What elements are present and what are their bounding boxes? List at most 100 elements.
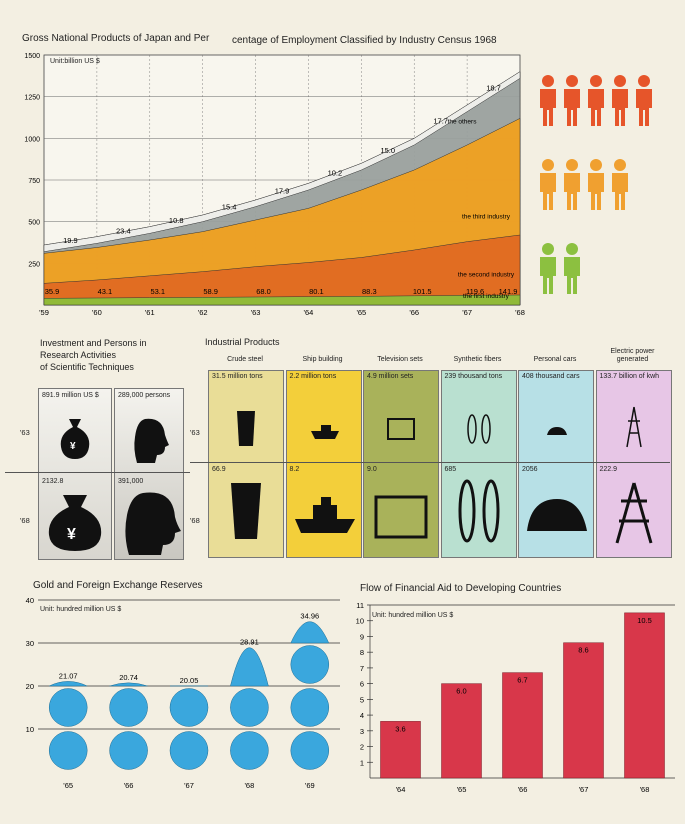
research-title-line: Investment and Persons in	[40, 338, 147, 348]
tv-small	[387, 418, 415, 440]
gold-y-tick-label: 10	[26, 725, 34, 734]
aid-y-tick-label: 5	[360, 695, 364, 704]
gold-coin	[169, 731, 209, 770]
persons-63-value: 289,000 persons	[118, 392, 171, 399]
research-title-line: of Scientific Techniques	[40, 362, 134, 372]
person-head	[590, 159, 602, 171]
gold-value-label: 20.74	[119, 673, 138, 682]
gnp-bottom-value-label: 119.6	[466, 287, 484, 296]
research-year-68: '68	[20, 516, 30, 525]
gold-value-label: 34.96	[300, 612, 319, 621]
gnp-area-the-second-industry	[43, 234, 521, 306]
research-title: Investment and Persons in Research Activ…	[40, 337, 147, 373]
person-body	[564, 257, 580, 294]
person-icon	[564, 159, 580, 210]
industrial-value-68: 66.9	[212, 466, 226, 473]
gold-title: Gold and Foreign Exchange Reserves	[33, 580, 203, 591]
industrial-divider	[190, 462, 670, 463]
aid-y-tick-label: 7	[360, 664, 364, 673]
gold-coin	[169, 688, 209, 727]
gold-coin-partial	[109, 682, 148, 687]
gnp-bottom-value-label: 101.5	[413, 287, 432, 296]
spool-large	[458, 479, 475, 543]
person-body	[540, 173, 556, 210]
gnp-others-percent-label: 10.8	[169, 216, 184, 225]
industrial-title: Industrial Products	[205, 337, 280, 347]
gnp-x-tick-label: '66	[409, 308, 419, 317]
industrial-year-63: '63	[190, 428, 200, 437]
gnp-x-tick-label: '60	[92, 308, 102, 317]
gnp-others-percent-label: 10.2	[328, 168, 343, 177]
aid-x-tick-label: '65	[457, 785, 467, 794]
person-head	[638, 75, 650, 87]
gnp-legend-others: the others	[448, 118, 478, 125]
gold-y-tick-label: 30	[26, 639, 34, 648]
svg-text:¥: ¥	[67, 526, 76, 543]
gnp-legend-second: the second industry	[458, 272, 515, 279]
car-small	[547, 427, 567, 435]
aid-bar	[441, 683, 482, 779]
gnp-x-tick-label: '65	[356, 308, 366, 317]
gnp-others-percent-label: 17.9	[275, 187, 290, 196]
person-icon	[612, 159, 628, 210]
gnp-title-left: Gross National Products of Japan and Per	[22, 33, 210, 44]
person-head	[614, 159, 626, 171]
gnp-x-tick-label: '63	[251, 308, 261, 317]
car-large	[527, 499, 587, 531]
power-tower-icon	[615, 406, 652, 544]
gold-coin	[109, 731, 148, 770]
person-body	[564, 173, 580, 210]
gnp-area-chart: 1500 1250 1000 750 500 250 '59 '60 '61 '62 '63 '64 '…	[24, 53, 525, 317]
gnp-others-percent-label: 17.7	[433, 117, 448, 126]
gold-value-label: 20.05	[180, 676, 199, 685]
aid-y-tick-label: 3	[360, 727, 364, 736]
industrial-year-68: '68	[190, 516, 200, 525]
money-bag-icon: ¥¥	[48, 419, 102, 551]
svg-text:¥: ¥	[70, 441, 76, 452]
industrial-item-name: Electric power generated	[610, 348, 655, 363]
person-icon	[564, 243, 580, 294]
person-head	[542, 159, 554, 171]
gold-coin	[290, 688, 330, 727]
person-body	[612, 173, 628, 210]
industrial-value-68: 9.0	[367, 466, 377, 473]
gold-coin	[290, 731, 330, 770]
gnp-legend-third: the third industry	[462, 213, 511, 220]
research-title-line: Research Activities	[40, 350, 117, 360]
money-63-value: 891.9 million US $	[42, 392, 99, 399]
industrial-value-68: 8.2	[289, 466, 300, 473]
steel-ladle-large	[231, 483, 261, 539]
industrial-value-68: 2056	[522, 466, 538, 473]
aid-value-label: 6.0	[456, 687, 466, 696]
gnp-y-tick-label: 500	[28, 220, 40, 227]
person-body	[540, 89, 556, 126]
gnp-x-tick-label: '68	[515, 308, 525, 317]
gold-coin-partial	[290, 621, 330, 644]
gnp-bottom-value-label: 43.1	[98, 287, 113, 296]
gold-y-tick-label: 40	[26, 596, 34, 605]
gnp-unit-label: Unit:billion US $	[50, 58, 100, 65]
gold-y-tick-label: 20	[26, 682, 34, 691]
aid-y-tick-label: 9	[360, 632, 364, 641]
industrial-value-63: 31.5 million tons	[212, 373, 263, 380]
gnp-bottom-value-label: 141.9	[499, 287, 518, 296]
industrial-value-63: 4.9 million sets	[367, 373, 414, 380]
employment-pictogram	[540, 75, 652, 294]
industrial-value-68: 685	[444, 466, 457, 473]
aid-y-tick-label: 6	[360, 680, 364, 689]
person-head	[590, 75, 602, 87]
aid-bar	[563, 642, 604, 779]
gold-x-tick-label: '66	[124, 781, 134, 790]
gnp-area-the-first-industry	[43, 294, 521, 306]
gnp-y-tick-label: 250	[28, 261, 40, 268]
person-icon	[540, 243, 556, 294]
person-body	[636, 89, 652, 126]
industrial-value-63: 133.7 billion of kwh	[599, 373, 660, 380]
money-68-value: 2132.8	[42, 478, 64, 485]
person-icon	[540, 159, 556, 210]
gnp-y-tick-label: 1000	[24, 136, 40, 143]
gold-coin	[48, 688, 88, 727]
aid-value-label: 8.6	[578, 646, 588, 655]
gold-coin	[109, 688, 148, 727]
gnp-others-percent-label: 23.4	[116, 227, 131, 236]
